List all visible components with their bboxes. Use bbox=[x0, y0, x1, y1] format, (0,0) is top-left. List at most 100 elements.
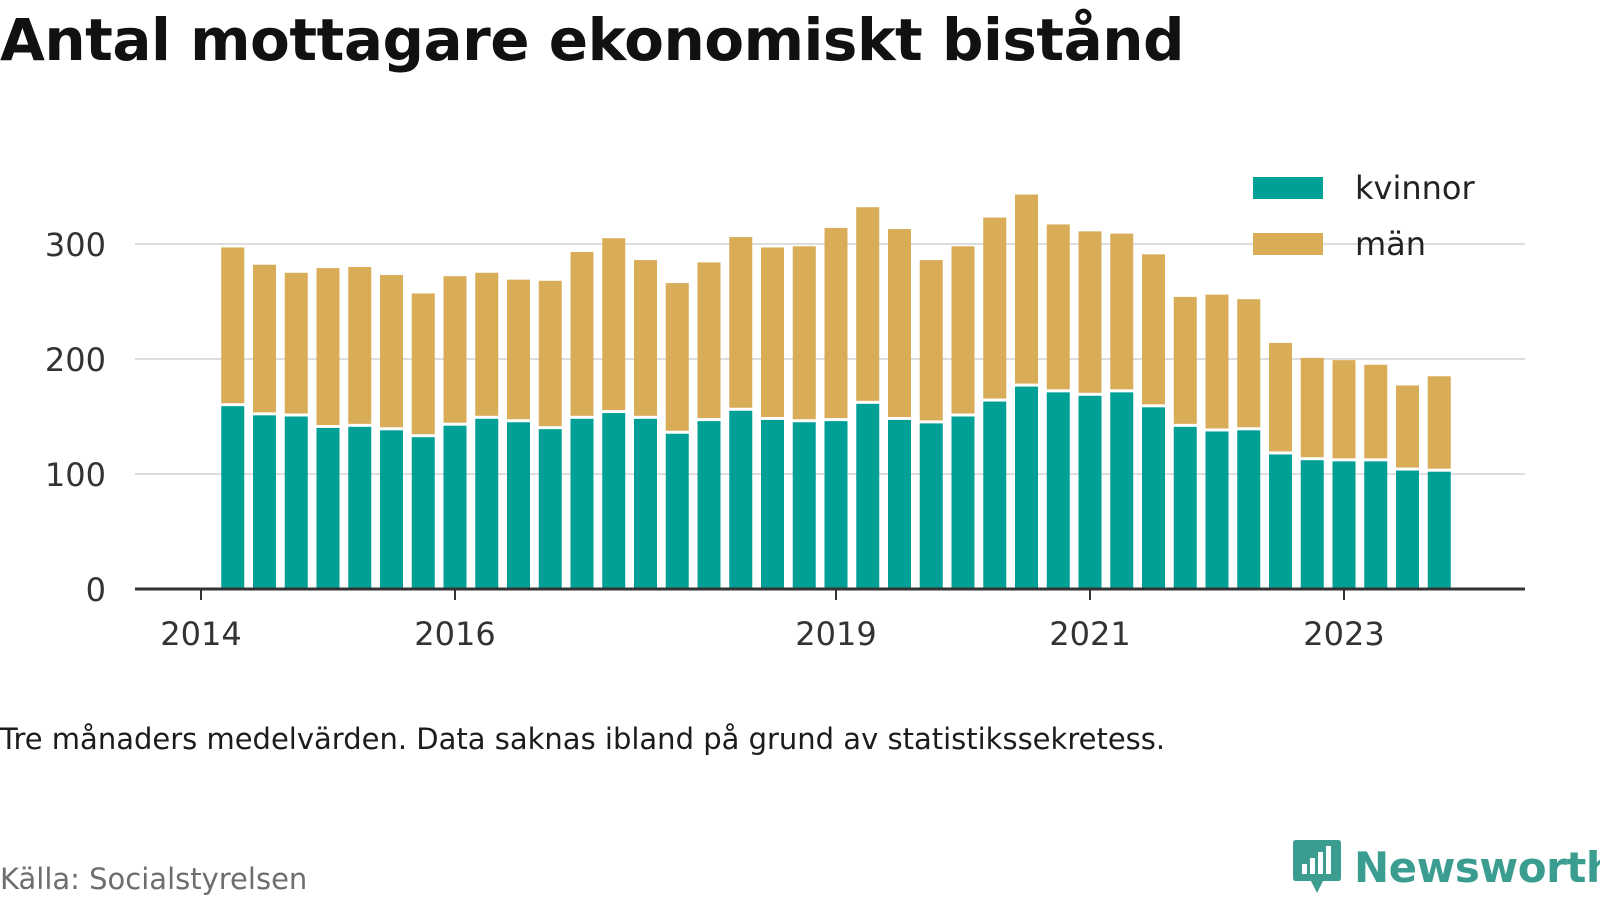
bar-man bbox=[1237, 299, 1261, 428]
bars bbox=[221, 194, 1451, 589]
bar-man bbox=[475, 272, 499, 416]
bar-man bbox=[856, 207, 880, 401]
bar-man bbox=[253, 264, 276, 413]
bar-man bbox=[348, 267, 372, 424]
bar-man bbox=[729, 237, 753, 408]
legend-label-kvinnor: kvinnor bbox=[1355, 169, 1476, 207]
chart-title: Antal mottagare ekonomiskt bistånd bbox=[0, 6, 1185, 74]
legend-label-man: män bbox=[1355, 225, 1426, 263]
bar-man bbox=[1300, 357, 1324, 458]
y-tick-label-300: 300 bbox=[45, 226, 106, 264]
legend: kvinnor män bbox=[1253, 169, 1476, 263]
bar-kvinnor bbox=[1046, 392, 1070, 589]
bar-kvinnor bbox=[824, 421, 848, 589]
bar-kvinnor bbox=[475, 418, 499, 589]
bar-man bbox=[761, 247, 784, 417]
bar-man bbox=[602, 238, 626, 411]
x-tick-label-2023: 2023 bbox=[1303, 615, 1384, 653]
bar-man bbox=[284, 272, 308, 414]
bar-kvinnor bbox=[538, 429, 562, 589]
y-tick-label-0: 0 bbox=[86, 571, 106, 609]
bar-kvinnor bbox=[253, 415, 276, 589]
bar-kvinnor bbox=[1427, 471, 1451, 589]
bar-man bbox=[665, 283, 689, 431]
bar-kvinnor bbox=[697, 421, 721, 589]
bar-kvinnor bbox=[1110, 392, 1134, 589]
bar-kvinnor bbox=[443, 425, 467, 589]
bar-kvinnor bbox=[761, 419, 784, 589]
bar-man bbox=[1205, 294, 1229, 429]
bar-kvinnor bbox=[1300, 460, 1324, 589]
bar-man bbox=[380, 275, 403, 428]
bar-kvinnor bbox=[1332, 461, 1356, 589]
bar-kvinnor bbox=[348, 426, 372, 589]
bar-kvinnor bbox=[1015, 386, 1038, 589]
chart-subtitle: Tre månaders medelvärden. Data saknas ib… bbox=[0, 722, 1166, 756]
bar-kvinnor bbox=[888, 419, 911, 589]
bar-kvinnor bbox=[507, 422, 530, 589]
bar-man bbox=[316, 268, 340, 425]
legend-swatch-kvinnor bbox=[1253, 177, 1323, 199]
newsworthy-logo-icon bbox=[1293, 840, 1341, 893]
bar-kvinnor bbox=[570, 418, 594, 589]
brand-name: Newsworthy bbox=[1354, 842, 1600, 892]
bar-kvinnor bbox=[1364, 461, 1388, 589]
bar-man bbox=[411, 293, 435, 435]
bar-man bbox=[570, 252, 594, 416]
bar-kvinnor bbox=[1205, 431, 1229, 589]
y-tick-label-200: 200 bbox=[45, 341, 106, 379]
bar-man bbox=[983, 217, 1007, 399]
bar-man bbox=[538, 280, 562, 427]
bar-kvinnor bbox=[1078, 395, 1102, 589]
bar-kvinnor bbox=[919, 423, 943, 589]
bar-man bbox=[1046, 224, 1070, 390]
bar-man bbox=[1427, 376, 1451, 469]
bar-kvinnor bbox=[221, 406, 245, 589]
brand-logo: Newsworthy bbox=[1292, 836, 1600, 898]
bar-kvinnor bbox=[1173, 426, 1197, 589]
bar-man bbox=[1396, 385, 1419, 468]
bar-man bbox=[1015, 194, 1038, 384]
bar-man bbox=[1142, 254, 1165, 405]
bar-kvinnor bbox=[951, 416, 975, 589]
bar-man bbox=[919, 260, 943, 421]
bar-kvinnor bbox=[284, 416, 308, 589]
bar-kvinnor bbox=[316, 428, 340, 589]
bar-man bbox=[1110, 233, 1134, 390]
x-axis: 2014 2016 2019 2021 2023 bbox=[135, 587, 1525, 653]
bar-man bbox=[888, 229, 911, 417]
bar-man bbox=[1173, 296, 1197, 424]
bar-man bbox=[824, 227, 848, 419]
bar-kvinnor bbox=[602, 413, 626, 589]
bar-kvinnor bbox=[983, 401, 1007, 589]
source-note: Källa: Socialstyrelsen bbox=[0, 862, 308, 896]
bar-man bbox=[792, 246, 816, 420]
bar-man bbox=[1078, 231, 1102, 393]
x-tick-label-2019: 2019 bbox=[795, 615, 876, 653]
bar-man bbox=[221, 247, 245, 404]
bar-man bbox=[507, 279, 530, 420]
bar-kvinnor bbox=[792, 422, 816, 589]
bar-kvinnor bbox=[665, 433, 689, 589]
bar-man bbox=[1332, 360, 1356, 459]
bar-kvinnor bbox=[411, 437, 435, 589]
x-tick-label-2014: 2014 bbox=[160, 615, 241, 653]
y-tick-label-100: 100 bbox=[45, 456, 106, 494]
bar-kvinnor bbox=[380, 430, 403, 589]
bar-kvinnor bbox=[856, 403, 880, 589]
bar-man bbox=[443, 276, 467, 423]
legend-swatch-man bbox=[1253, 233, 1323, 255]
bar-man bbox=[1364, 364, 1388, 459]
bar-kvinnor bbox=[729, 410, 753, 589]
bar-man bbox=[634, 260, 657, 416]
x-tick-label-2016: 2016 bbox=[414, 615, 495, 653]
bar-man bbox=[1269, 342, 1292, 452]
x-tick-label-2021: 2021 bbox=[1049, 615, 1130, 653]
y-axis-ticks: 0 100 200 300 bbox=[45, 226, 106, 609]
bar-man bbox=[951, 246, 975, 414]
bar-kvinnor bbox=[1269, 454, 1292, 589]
bar-kvinnor bbox=[634, 418, 657, 589]
bar-kvinnor bbox=[1396, 470, 1419, 589]
bar-kvinnor bbox=[1237, 430, 1261, 589]
